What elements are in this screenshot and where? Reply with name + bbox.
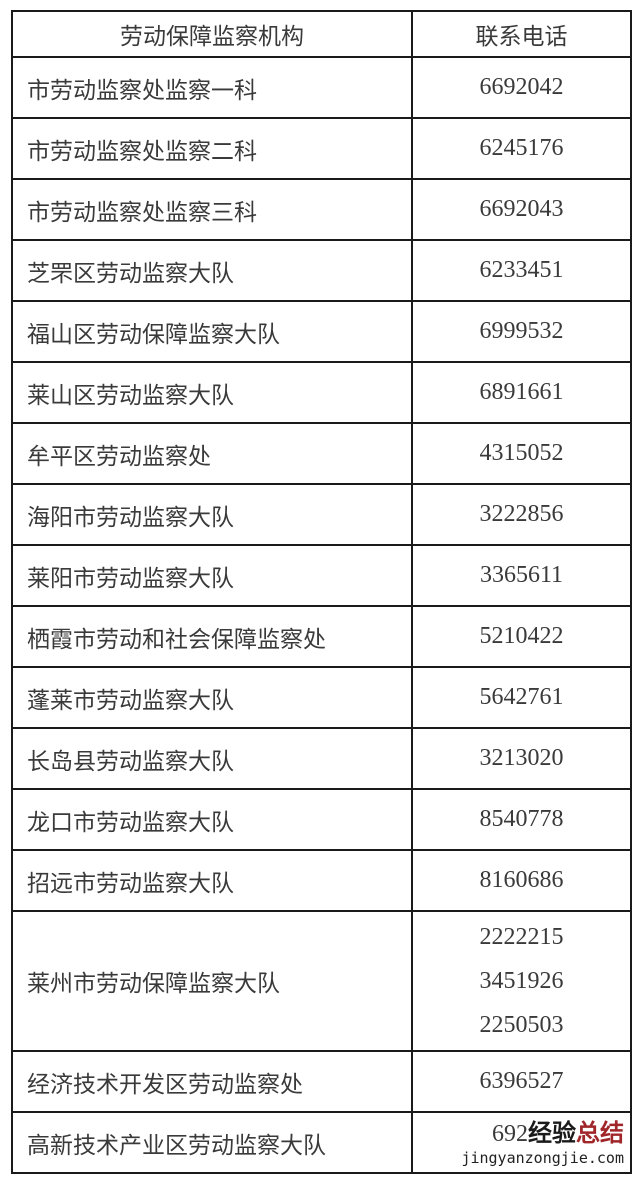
table-row: 市劳动监察处监察一科 6692042 (11, 56, 632, 119)
phone-cell: 8540778 (411, 788, 632, 851)
phone-number: 6891661 (479, 379, 564, 405)
org-cell: 蓬莱市劳动监察大队 (11, 666, 413, 729)
org-cell: 高新技术产业区劳动监察大队 (11, 1111, 413, 1174)
phone-number: 6396527 (479, 1068, 564, 1094)
org-cell: 招远市劳动监察大队 (11, 849, 413, 912)
phone-cell: 5210422 (411, 605, 632, 668)
phone-cell: 5642761 (411, 666, 632, 729)
org-cell: 龙口市劳动监察大队 (11, 788, 413, 851)
header-organization: 劳动保障监察机构 (11, 10, 413, 58)
org-cell: 市劳动监察处监察一科 (11, 56, 413, 119)
table-row: 长岛县劳动监察大队 3213020 (11, 727, 632, 790)
table-header-row: 劳动保障监察机构 联系电话 (11, 10, 632, 58)
phone-cell: 6692042 (411, 56, 632, 119)
org-cell: 经济技术开发区劳动监察处 (11, 1050, 413, 1113)
org-cell: 莱州市劳动保障监察大队 (11, 910, 413, 1052)
phone-number: 6245176 (479, 135, 564, 161)
table-row: 莱阳市劳动监察大队 3365611 (11, 544, 632, 607)
table-row: 高新技术产业区劳动监察大队 692经验总结 jingyanzongjie.com (11, 1111, 632, 1174)
table-row: 芝罘区劳动监察大队 6233451 (11, 239, 632, 302)
watermark-url: jingyanzongjie.com (461, 1149, 624, 1167)
table-row: 蓬莱市劳动监察大队 5642761 (11, 666, 632, 729)
phone-cell: 6396527 (411, 1050, 632, 1113)
phone-number: 692 (492, 1121, 528, 1147)
labor-inspection-contact-table: 劳动保障监察机构 联系电话 市劳动监察处监察一科 6692042 市劳动监察处监察二… (11, 10, 632, 1174)
org-cell: 莱阳市劳动监察大队 (11, 544, 413, 607)
table-row: 海阳市劳动监察大队 3222856 (11, 483, 632, 546)
phone-line: 692经验总结 (413, 1118, 624, 1149)
phone-cell: 6999532 (411, 300, 632, 363)
org-cell: 牟平区劳动监察处 (11, 422, 413, 485)
phone-cell: 692经验总结 jingyanzongjie.com (411, 1111, 632, 1174)
table-row: 牟平区劳动监察处 4315052 (11, 422, 632, 485)
phone-number: 2222215 (479, 924, 564, 950)
phone-number: 6692042 (479, 74, 564, 100)
phone-number: 5210422 (479, 623, 564, 649)
org-cell: 芝罘区劳动监察大队 (11, 239, 413, 302)
watermark-text-b: 总结 (576, 1119, 624, 1147)
header-phone: 联系电话 (411, 10, 632, 58)
phone-number: 4315052 (479, 440, 564, 466)
phone-number: 5642761 (479, 684, 564, 710)
table-row: 市劳动监察处监察三科 6692043 (11, 178, 632, 241)
table-row: 莱山区劳动监察大队 6891661 (11, 361, 632, 424)
phone-number: 3365611 (479, 562, 564, 588)
org-cell: 栖霞市劳动和社会保障监察处 (11, 605, 413, 668)
table-row: 市劳动监察处监察二科 6245176 (11, 117, 632, 180)
phone-cell: 6233451 (411, 239, 632, 302)
phone-number: 6692043 (479, 196, 564, 222)
phone-cell: 6692043 (411, 178, 632, 241)
phone-number: 3213020 (479, 745, 564, 771)
org-cell: 市劳动监察处监察二科 (11, 117, 413, 180)
phone-cell: 4315052 (411, 422, 632, 485)
phone-cell: 2222215 3451926 2250503 (411, 910, 632, 1052)
table-row: 福山区劳动保障监察大队 6999532 (11, 300, 632, 363)
table-row: 经济技术开发区劳动监察处 6396527 (11, 1050, 632, 1113)
phone-number: 8160686 (479, 867, 564, 893)
phone-number: 3222856 (479, 501, 564, 527)
phone-number: 6233451 (479, 257, 564, 283)
phone-cell: 6245176 (411, 117, 632, 180)
phone-cell: 3213020 (411, 727, 632, 790)
phone-number: 3451926 (479, 968, 564, 994)
table-row: 招远市劳动监察大队 8160686 (11, 849, 632, 912)
phone-cell: 3222856 (411, 483, 632, 546)
phone-number: 6999532 (479, 318, 564, 344)
table-row: 栖霞市劳动和社会保障监察处 5210422 (11, 605, 632, 668)
table-row: 莱州市劳动保障监察大队 2222215 3451926 2250503 (11, 910, 632, 1052)
phone-cell: 3365611 (411, 544, 632, 607)
phone-cell: 8160686 (411, 849, 632, 912)
watermark-text-a: 经验 (528, 1119, 576, 1147)
org-cell: 福山区劳动保障监察大队 (11, 300, 413, 363)
phone-number: 2250503 (479, 1012, 564, 1038)
org-cell: 莱山区劳动监察大队 (11, 361, 413, 424)
phone-cell: 6891661 (411, 361, 632, 424)
org-cell: 海阳市劳动监察大队 (11, 483, 413, 546)
table-row: 龙口市劳动监察大队 8540778 (11, 788, 632, 851)
org-cell: 市劳动监察处监察三科 (11, 178, 413, 241)
org-cell: 长岛县劳动监察大队 (11, 727, 413, 790)
phone-number: 8540778 (479, 806, 564, 832)
